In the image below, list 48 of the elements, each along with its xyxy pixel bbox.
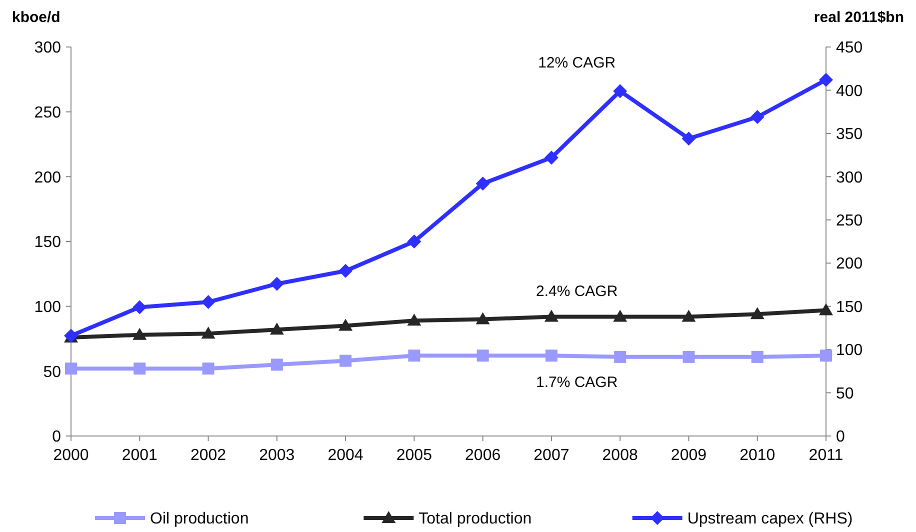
x-tick-label: 2004 — [328, 447, 364, 464]
point — [682, 132, 696, 146]
y2-tick-label: 300 — [836, 169, 863, 186]
point — [201, 295, 216, 310]
point — [819, 72, 833, 87]
y2-tick-label: 150 — [836, 298, 863, 316]
y2-tick-label: 0 — [836, 428, 845, 446]
x-tick-label: 2011 — [808, 447, 844, 464]
point — [750, 110, 764, 124]
y-tick-label: 200 — [34, 169, 62, 186]
y2-tick-label: 100 — [836, 342, 863, 360]
y2-tick-label: 200 — [836, 256, 863, 273]
x-tick-label: 2005 — [396, 447, 432, 464]
point — [544, 150, 558, 165]
x-tick-label: 2002 — [190, 447, 226, 464]
point — [338, 264, 353, 278]
x-tick-label: 2006 — [465, 447, 501, 464]
legend-label: Oil production — [150, 510, 249, 528]
y2-tick-label: 450 — [836, 40, 863, 57]
legend-label: Upstream capex (RHS) — [687, 510, 853, 528]
y-tick-label: 100 — [34, 298, 62, 316]
x-tick-label: 2000 — [53, 447, 89, 464]
y-tick-label: 250 — [34, 104, 62, 122]
y-tick-label: 300 — [34, 40, 62, 57]
x-tick-label: 2001 — [122, 447, 158, 464]
point — [407, 234, 422, 248]
legend-label: Total production — [418, 510, 532, 528]
x-tick-label: 2010 — [740, 447, 776, 464]
y2-axis-title: real 2011$bn — [814, 9, 904, 26]
point — [132, 300, 147, 314]
point — [270, 276, 284, 291]
y2-tick-label: 400 — [836, 82, 863, 100]
y-tick-label: 150 — [34, 234, 62, 252]
y-tick-label: 50 — [43, 364, 62, 381]
point — [613, 84, 628, 98]
y2-tick-label: 250 — [836, 212, 863, 230]
x-tick-label: 2007 — [534, 447, 570, 464]
point — [476, 176, 490, 191]
x-tick-label: 2003 — [259, 447, 295, 464]
y-tick-label: 0 — [52, 428, 62, 446]
annotation: 2.4% CAGR — [536, 282, 618, 300]
y-axis-title: kboe/d — [12, 9, 60, 26]
y2-tick-label: 50 — [836, 385, 854, 402]
y2-tick-label: 350 — [836, 126, 863, 144]
annotation: 12% CAGR — [538, 54, 616, 72]
x-tick-label: 2008 — [602, 447, 638, 464]
x-tick-label: 2009 — [670, 447, 707, 464]
annotation: 1.7% CAGR — [536, 374, 618, 391]
